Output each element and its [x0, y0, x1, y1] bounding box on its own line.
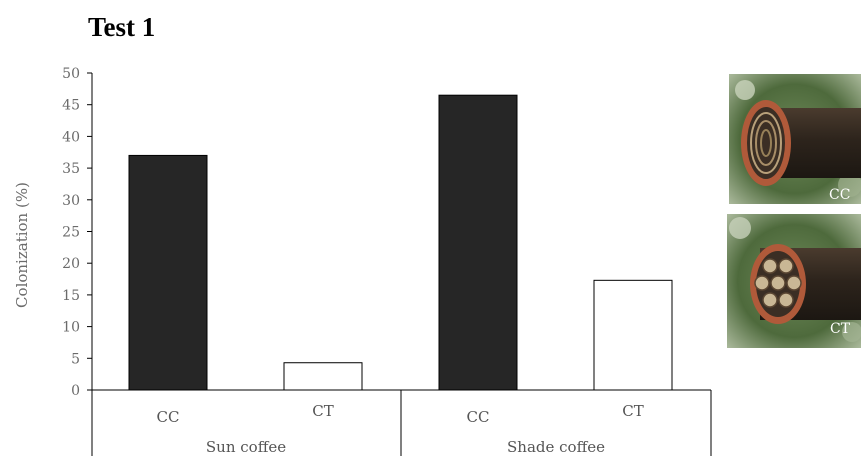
y-tick-label: 35: [62, 161, 80, 177]
bars: [128, 94, 673, 391]
photo-label-ct: CT: [830, 321, 851, 337]
y-axis-ticks: 0 5 10 15 20 25 30 35 40 45 50: [62, 66, 92, 399]
y-tick-label: 10: [62, 320, 80, 336]
bar-cc-sun: [128, 154, 208, 391]
category-label: CT: [622, 402, 643, 420]
bar-cc-shade: [438, 94, 518, 391]
group-label-sun-coffee: Sun coffee: [206, 438, 286, 456]
y-tick-label: 25: [62, 225, 80, 241]
y-tick-label: 20: [62, 256, 80, 272]
group-label-shade-coffee: Shade coffee: [507, 438, 605, 456]
y-tick-label: 30: [62, 193, 80, 209]
y-tick-label: 50: [62, 66, 80, 82]
y-axis-label: Colonization (%): [13, 182, 31, 308]
category-labels: CC CT CC CT: [157, 402, 644, 426]
y-tick-label: 5: [71, 351, 80, 367]
photo-label-cc: CC: [829, 187, 850, 203]
y-tick-label: 40: [62, 129, 80, 145]
nest-tube-cc-photo: CC: [729, 74, 861, 204]
y-tick-label: 15: [62, 288, 80, 304]
category-label: CT: [312, 402, 333, 420]
y-tick-label: 0: [71, 383, 80, 399]
category-label: CC: [467, 408, 490, 426]
bar-ct-shade: [593, 279, 673, 391]
nest-tube-ct-photo: CT: [727, 214, 861, 348]
bar-ct-sun: [283, 362, 363, 391]
category-label: CC: [157, 408, 180, 426]
y-tick-label: 45: [62, 98, 80, 114]
chart-title: Test 1: [88, 12, 155, 42]
